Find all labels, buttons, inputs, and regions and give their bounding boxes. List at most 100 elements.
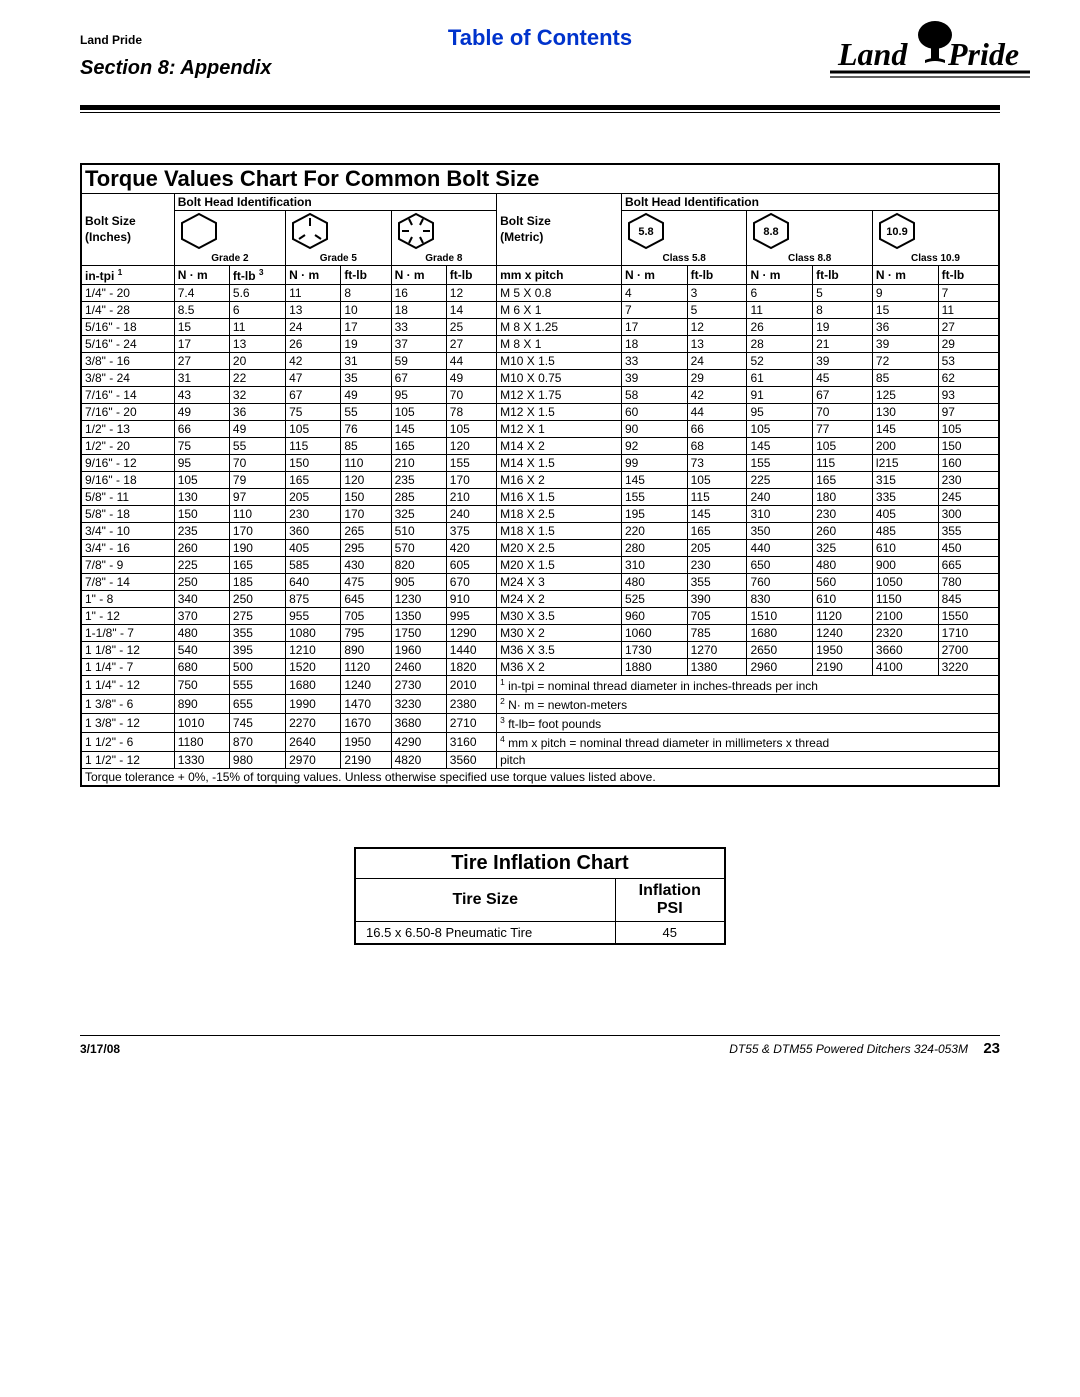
table-row: 1/4" - 288.5613101814M 6 X 1751181511	[81, 302, 999, 319]
cell: 7	[621, 302, 687, 319]
cell: 150	[341, 489, 391, 506]
svg-text:Land: Land	[837, 36, 908, 72]
cell: 210	[391, 455, 446, 472]
cell: 1 3/8" - 6	[81, 695, 174, 714]
torque-title: Torque Values Chart For Common Bolt Size	[81, 164, 999, 194]
cell: 405	[872, 506, 938, 523]
cell: 97	[229, 489, 285, 506]
cell: 1/4" - 28	[81, 302, 174, 319]
table-row: 5/8" - 18150110230170325240M18 X 2.51951…	[81, 506, 999, 523]
cell: M20 X 2.5	[497, 540, 622, 557]
cell: 78	[446, 404, 496, 421]
page-header: Land Pride Table of Contents Section 8: …	[80, 25, 1000, 95]
cell: 53	[938, 353, 999, 370]
tire-title: Tire Inflation Chart	[355, 848, 725, 879]
cell: 75	[286, 404, 341, 421]
svg-text:8.8: 8.8	[764, 226, 779, 238]
cell: 13	[229, 336, 285, 353]
table-row: 3/4" - 16260190405295570420M20 X 2.52802…	[81, 540, 999, 557]
cell: 165	[813, 472, 873, 489]
cell: 145	[391, 421, 446, 438]
cell: 1470	[341, 695, 391, 714]
cell: 4290	[391, 733, 446, 752]
cell: 59	[391, 353, 446, 370]
divider-thin	[80, 112, 1000, 113]
cell: 155	[621, 489, 687, 506]
cell: 1180	[174, 733, 229, 752]
cell: M 8 X 1	[497, 336, 622, 353]
cell: 645	[341, 591, 391, 608]
cell: 340	[174, 591, 229, 608]
cell: 705	[341, 608, 391, 625]
cell: 10	[341, 302, 391, 319]
cell: M24 X 3	[497, 574, 622, 591]
cell: 31	[174, 370, 229, 387]
cell: M14 X 1.5	[497, 455, 622, 472]
cell: 8	[341, 285, 391, 302]
cell: 66	[687, 421, 747, 438]
tire-table: Tire Inflation Chart Tire Size Inflation…	[354, 847, 726, 945]
table-row: 1 3/8" - 12101074522701670368027103 ft-l…	[81, 714, 999, 733]
cell: 3220	[938, 659, 999, 676]
cell: 76	[341, 421, 391, 438]
toc-link[interactable]: Table of Contents	[448, 25, 632, 51]
cell: 60	[621, 404, 687, 421]
cell: 475	[341, 574, 391, 591]
table-row: 3/8" - 16272042315944M10 X 1.53324523972…	[81, 353, 999, 370]
cell: 225	[174, 557, 229, 574]
cell: 205	[687, 540, 747, 557]
cell: 420	[446, 540, 496, 557]
cell: 260	[174, 540, 229, 557]
cell: 39	[621, 370, 687, 387]
cell: 2380	[446, 695, 496, 714]
cell: 170	[229, 523, 285, 540]
cell: 11	[747, 302, 813, 319]
cell: 180	[813, 489, 873, 506]
cell: 1230	[391, 591, 446, 608]
footnote: 4 mm x pitch = nominal thread diameter i…	[497, 733, 999, 752]
cell: 32	[229, 387, 285, 404]
cell: 70	[813, 404, 873, 421]
cell: 5/8" - 18	[81, 506, 174, 523]
cell: 18	[391, 302, 446, 319]
cell: 13	[687, 336, 747, 353]
cell: M 5 X 0.8	[497, 285, 622, 302]
cell: 105	[286, 421, 341, 438]
cell: M30 X 2	[497, 625, 622, 642]
table-row: 7/16" - 204936755510578M12 X 1.560449570…	[81, 404, 999, 421]
cell: 905	[391, 574, 446, 591]
cell: 310	[747, 506, 813, 523]
cell: 1240	[341, 676, 391, 695]
cell: 29	[938, 336, 999, 353]
cell: 67	[813, 387, 873, 404]
cell: 3	[687, 285, 747, 302]
col-nm: N · m	[174, 266, 229, 285]
cell: 1290	[446, 625, 496, 642]
cell: 24	[687, 353, 747, 370]
cell: 17	[174, 336, 229, 353]
cell: 33	[391, 319, 446, 336]
cell: 145	[872, 421, 938, 438]
cell: 97	[938, 404, 999, 421]
footer-page: 23	[983, 1040, 1000, 1057]
cell: 890	[341, 642, 391, 659]
col-ftlb: ft-lb	[446, 266, 496, 285]
cell: 250	[229, 591, 285, 608]
cell: 585	[286, 557, 341, 574]
tire-col-size: Tire Size	[355, 879, 615, 922]
cell: 795	[341, 625, 391, 642]
cell: 1 3/8" - 12	[81, 714, 174, 733]
cell: 18	[621, 336, 687, 353]
cell: 1880	[621, 659, 687, 676]
cell: 1/4" - 20	[81, 285, 174, 302]
footer-right: DT55 & DTM55 Powered Ditchers 324-053M 2…	[729, 1040, 1000, 1057]
cell: 105	[687, 472, 747, 489]
cell: 73	[687, 455, 747, 472]
table-row: 1 1/4" - 1275055516801240273020101 in-tp…	[81, 676, 999, 695]
cell: 4100	[872, 659, 938, 676]
cell: 1 1/2" - 12	[81, 752, 174, 769]
footer-date: 3/17/08	[80, 1042, 120, 1056]
cell: 2460	[391, 659, 446, 676]
cell: 19	[341, 336, 391, 353]
cell: M36 X 2	[497, 659, 622, 676]
